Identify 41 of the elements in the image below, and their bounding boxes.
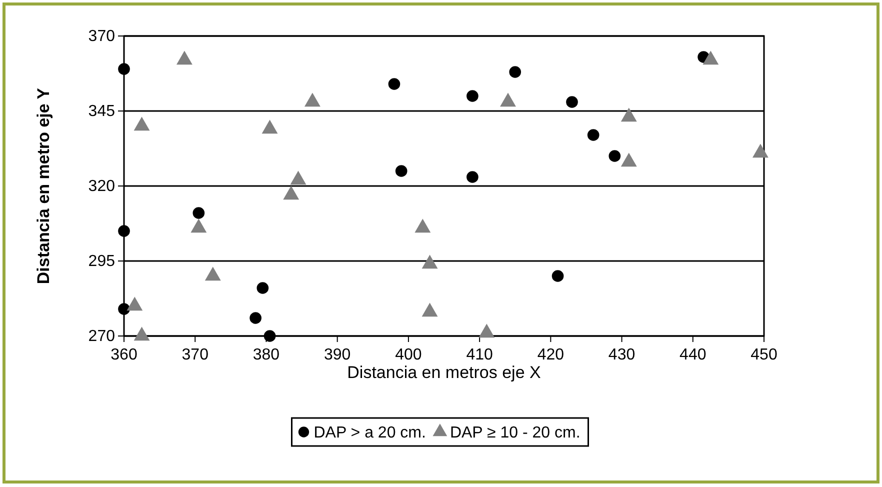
y-tick-label: 295 bbox=[88, 253, 116, 270]
point bbox=[134, 116, 150, 131]
x-tick-label: 370 bbox=[182, 346, 209, 364]
x-tick-label: 420 bbox=[537, 346, 564, 364]
y-tick-label: 270 bbox=[88, 328, 116, 346]
x-axis-title: Distancia en metros eje X bbox=[347, 363, 541, 382]
point bbox=[190, 218, 207, 233]
y-axis-title: Distancia en metro eje Y bbox=[34, 87, 53, 284]
x-tick-label: 380 bbox=[252, 346, 280, 364]
point bbox=[422, 302, 438, 317]
x-tick-label: 410 bbox=[466, 346, 493, 364]
point bbox=[126, 296, 143, 311]
point bbox=[118, 63, 130, 75]
point bbox=[620, 108, 637, 122]
point bbox=[478, 324, 495, 338]
x-tick-label: 450 bbox=[750, 346, 778, 364]
point bbox=[304, 92, 320, 107]
point bbox=[204, 266, 221, 281]
point bbox=[500, 92, 516, 107]
point bbox=[702, 50, 719, 65]
x-tick-label: 440 bbox=[680, 346, 706, 364]
x-tick-label: 400 bbox=[395, 346, 422, 364]
point bbox=[134, 326, 150, 341]
x-tick-label: 360 bbox=[110, 346, 138, 364]
point bbox=[388, 78, 400, 90]
point bbox=[414, 218, 431, 233]
point bbox=[262, 120, 278, 134]
point bbox=[509, 66, 522, 78]
point bbox=[422, 254, 438, 269]
x-tick-label: 390 bbox=[324, 346, 351, 364]
y-tick-label: 370 bbox=[88, 28, 116, 46]
point bbox=[290, 170, 306, 185]
legend-label: DAP > a 20 cm. bbox=[314, 424, 426, 442]
point bbox=[752, 144, 768, 158]
point bbox=[283, 186, 300, 200]
y-tick-label: 320 bbox=[88, 178, 116, 196]
point bbox=[176, 50, 192, 65]
legend-label: DAP ≥ 10 - 20 cm. bbox=[450, 424, 580, 442]
x-tick-label: 430 bbox=[608, 346, 636, 364]
y-tick-label: 345 bbox=[88, 103, 116, 120]
point bbox=[620, 152, 637, 167]
